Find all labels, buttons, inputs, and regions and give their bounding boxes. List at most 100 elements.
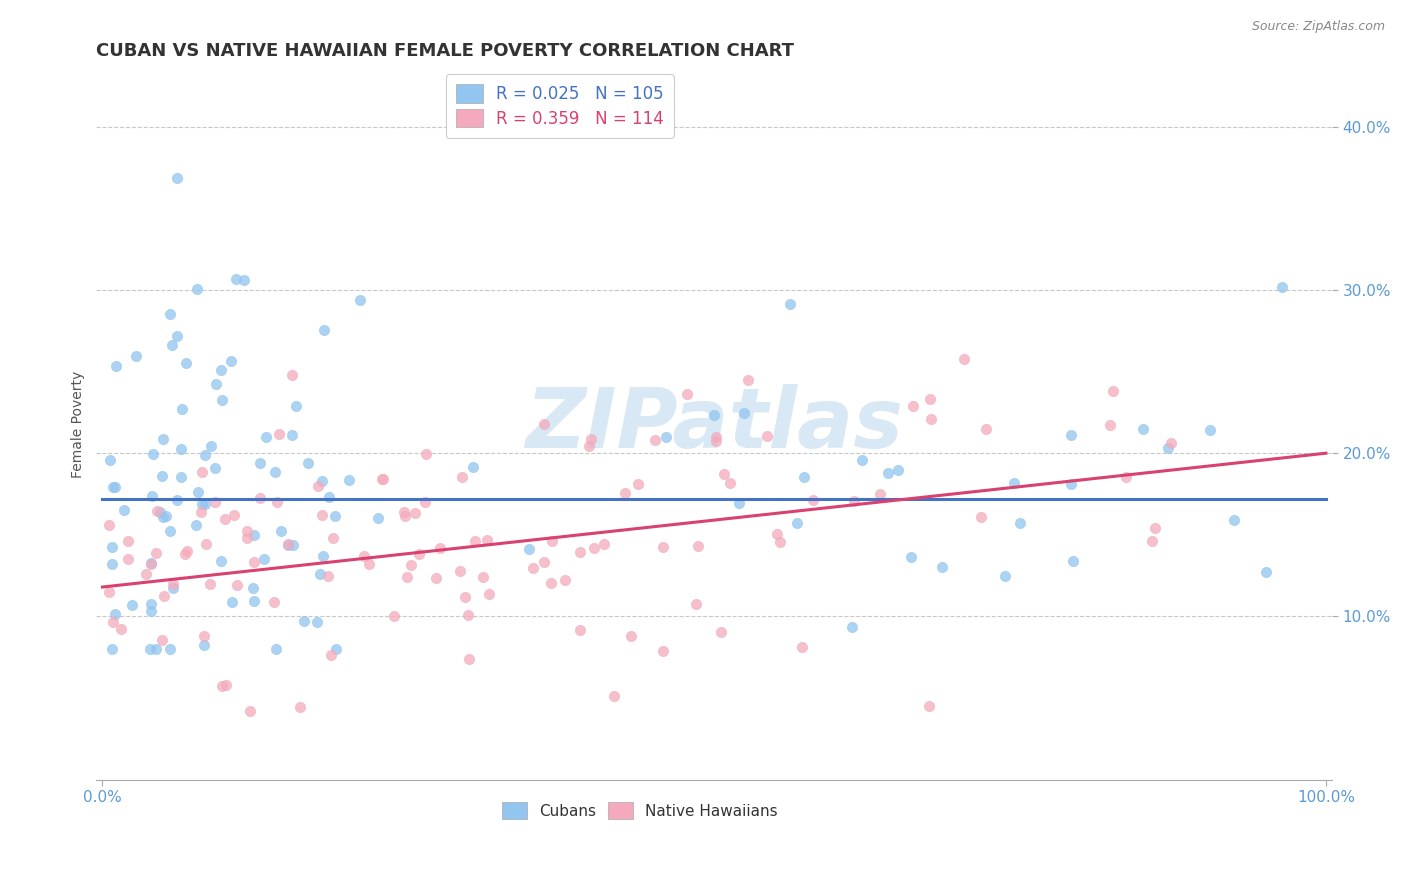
Point <box>281 368 304 382</box>
Point <box>569 545 592 559</box>
Point <box>918 698 941 713</box>
Point <box>263 595 285 609</box>
Point <box>318 569 340 583</box>
Point <box>382 609 405 624</box>
Point <box>408 547 430 561</box>
Point <box>614 486 637 500</box>
Point <box>841 620 863 634</box>
Point <box>675 387 697 401</box>
Point <box>931 559 953 574</box>
Point <box>404 507 426 521</box>
Point <box>457 608 479 623</box>
Point <box>145 642 167 657</box>
Point <box>211 679 233 693</box>
Point <box>533 556 555 570</box>
Point <box>243 528 266 542</box>
Point <box>312 323 335 337</box>
Point <box>801 493 824 508</box>
Point <box>166 329 188 343</box>
Point <box>578 438 600 452</box>
Point <box>644 433 666 447</box>
Point <box>918 392 941 406</box>
Point <box>152 432 174 446</box>
Point <box>1062 554 1084 568</box>
Point <box>221 595 243 609</box>
Point <box>204 495 226 509</box>
Point <box>139 557 162 571</box>
Point <box>1008 516 1031 530</box>
Point <box>101 557 124 571</box>
Point <box>703 409 725 423</box>
Text: CUBAN VS NATIVE HAWAIIAN FEMALE POVERTY CORRELATION CHART: CUBAN VS NATIVE HAWAIIAN FEMALE POVERTY … <box>97 42 794 60</box>
Point <box>281 538 304 552</box>
Point <box>704 434 727 449</box>
Point <box>475 533 498 547</box>
Point <box>193 638 215 652</box>
Point <box>150 469 173 483</box>
Point <box>139 642 162 657</box>
Point <box>887 462 910 476</box>
Point <box>652 540 675 554</box>
Point <box>756 428 779 442</box>
Point <box>425 571 447 585</box>
Point <box>101 480 124 494</box>
Point <box>281 428 304 442</box>
Point <box>478 586 501 600</box>
Point <box>733 406 755 420</box>
Point <box>353 549 375 564</box>
Point <box>170 470 193 484</box>
Point <box>339 473 361 487</box>
Point <box>1002 476 1025 491</box>
Point <box>194 448 217 462</box>
Point <box>243 555 266 569</box>
Point <box>325 642 347 657</box>
Point <box>953 352 976 367</box>
Point <box>371 472 394 486</box>
Point <box>150 632 173 647</box>
Point <box>920 412 942 426</box>
Point <box>399 558 422 573</box>
Point <box>603 690 626 704</box>
Point <box>205 377 228 392</box>
Point <box>277 538 299 552</box>
Point <box>367 511 389 525</box>
Point <box>766 527 789 541</box>
Point <box>974 422 997 436</box>
Point <box>1160 436 1182 450</box>
Point <box>1157 441 1180 455</box>
Point <box>200 439 222 453</box>
Point <box>1115 469 1137 483</box>
Point <box>277 537 299 551</box>
Point <box>842 494 865 508</box>
Point <box>357 557 380 571</box>
Point <box>540 576 562 591</box>
Text: ZIPatlas: ZIPatlas <box>526 384 903 465</box>
Point <box>737 373 759 387</box>
Point <box>790 640 813 654</box>
Point <box>1101 384 1123 399</box>
Point <box>121 598 143 612</box>
Point <box>454 590 477 604</box>
Point <box>779 297 801 311</box>
Point <box>194 497 217 511</box>
Point <box>869 487 891 501</box>
Point <box>1256 566 1278 580</box>
Point <box>1098 418 1121 433</box>
Point <box>152 510 174 524</box>
Point <box>309 566 332 581</box>
Point <box>728 496 751 510</box>
Point <box>1198 424 1220 438</box>
Point <box>236 531 259 545</box>
Point <box>718 476 741 491</box>
Point <box>193 629 215 643</box>
Point <box>176 543 198 558</box>
Point <box>768 535 790 549</box>
Point <box>141 489 163 503</box>
Point <box>413 495 436 509</box>
Point <box>209 363 232 377</box>
Point <box>568 624 591 638</box>
Point <box>970 510 993 524</box>
Point <box>270 524 292 538</box>
Point <box>463 460 485 475</box>
Point <box>254 430 277 444</box>
